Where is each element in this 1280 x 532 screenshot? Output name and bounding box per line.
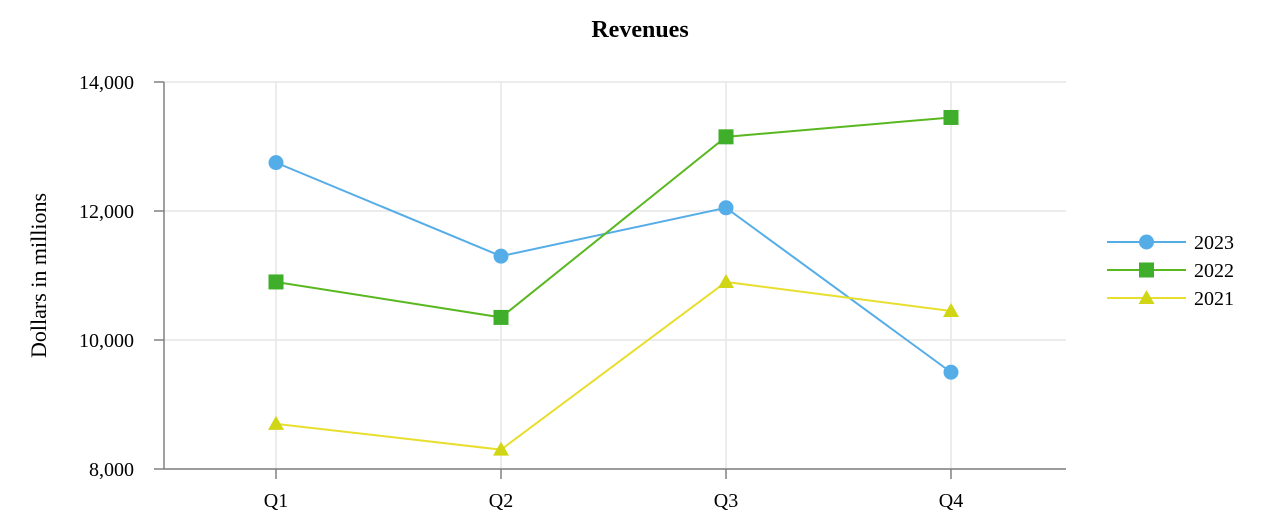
data-point-2022-Q1 (268, 274, 284, 290)
legend-item-2022: 2022 (1107, 260, 1234, 282)
series-line-2021 (275, 280, 952, 451)
series-2022 (268, 109, 959, 325)
legend-marker (1138, 290, 1155, 304)
data-point-2023-Q1 (268, 155, 284, 171)
legend-label: 2023 (1194, 232, 1234, 254)
x-tick-label: Q3 (714, 490, 738, 512)
legend-item-2021: 2021 (1107, 288, 1234, 310)
data-point-2023-Q2 (493, 248, 509, 264)
data-point-2021-Q4 (943, 302, 959, 317)
legend-marker (1139, 234, 1154, 250)
x-tick-label: Q1 (264, 490, 288, 512)
data-point-2022-Q4 (943, 109, 959, 125)
series-line-2023 (275, 161, 952, 374)
y-ticks: 8,000 10,000 12,000 14,000 (79, 72, 164, 481)
legend: 2023 2022 2021 (1107, 232, 1234, 310)
data-point-2023-Q3 (718, 200, 734, 216)
legend-label: 2021 (1194, 288, 1234, 310)
y-tick-label: 14,000 (79, 72, 134, 94)
y-tick-label: 12,000 (79, 201, 134, 223)
chart-title: Revenues (591, 17, 688, 43)
series-line-2022 (275, 116, 952, 319)
x-ticks: Q1 Q2 Q3 Q4 (264, 469, 963, 512)
legend-marker (1139, 262, 1154, 278)
legend-label: 2022 (1194, 260, 1234, 282)
y-tick-label: 8,000 (89, 459, 134, 481)
series-2021 (268, 273, 959, 456)
data-point-2022-Q3 (718, 129, 734, 145)
data-point-2021-Q2 (493, 441, 509, 456)
data-point-2021-Q1 (268, 415, 284, 430)
y-tick-label: 10,000 (79, 330, 134, 352)
series-layer (268, 109, 959, 456)
data-point-2021-Q3 (718, 273, 734, 288)
data-point-2023-Q4 (943, 364, 959, 380)
axes (163, 82, 1066, 470)
y-axis-label: Dollars in millions (26, 193, 51, 358)
series-2023 (268, 155, 959, 380)
grid-lines (164, 81, 1066, 470)
legend-item-2023: 2023 (1107, 232, 1234, 254)
data-point-2022-Q2 (493, 309, 509, 325)
x-tick-label: Q4 (939, 490, 963, 512)
x-tick-label: Q2 (489, 490, 513, 512)
